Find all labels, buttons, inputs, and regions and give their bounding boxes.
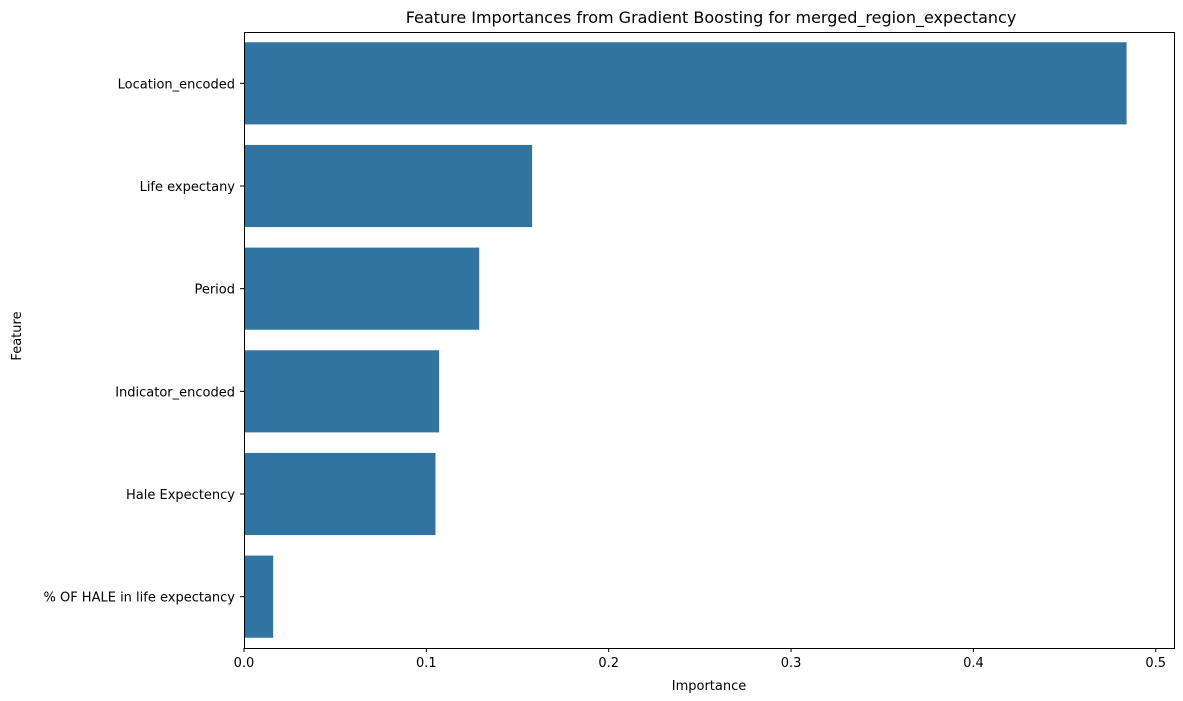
- bar-location-encoded: [244, 42, 1127, 125]
- y-axis-label: Feature: [10, 311, 25, 360]
- y-tick-label: Hale Expectency: [126, 488, 235, 503]
- x-tick-label: 0.5: [1145, 656, 1166, 671]
- x-tick-label: 0.0: [234, 656, 255, 671]
- plot-area-frame: [244, 32, 1175, 649]
- x-tick-label: 0.1: [416, 656, 437, 671]
- bars: [244, 42, 1127, 638]
- y-tick-label: Period: [194, 283, 235, 298]
- bar-hale-expectency: [244, 452, 436, 536]
- bar-of-hale-in-life-expectancy: [244, 555, 274, 638]
- y-tick-label: Life expectany: [140, 180, 236, 195]
- y-tick-label: Location_encoded: [118, 77, 235, 92]
- x-axis-label: Importance: [672, 679, 747, 694]
- chart-title: Feature Importances from Gradient Boosti…: [406, 8, 1017, 28]
- x-tick-label: 0.4: [963, 656, 984, 671]
- x-tick-label: 0.2: [598, 656, 619, 671]
- bar-indicator-encoded: [244, 350, 440, 433]
- bar-period: [244, 247, 480, 330]
- bar-life-expectany: [244, 144, 533, 228]
- y-tick-label: % OF HALE in life expectancy: [43, 591, 235, 606]
- y-axis-ticks: Location_encoded Life expectany Period Indi…: [43, 77, 244, 606]
- x-tick-label: 0.3: [781, 656, 802, 671]
- y-tick-label: Indicator_encoded: [115, 385, 235, 400]
- x-axis-ticks: 0.0 0.1 0.2 0.3 0.4 0.5: [234, 648, 1166, 671]
